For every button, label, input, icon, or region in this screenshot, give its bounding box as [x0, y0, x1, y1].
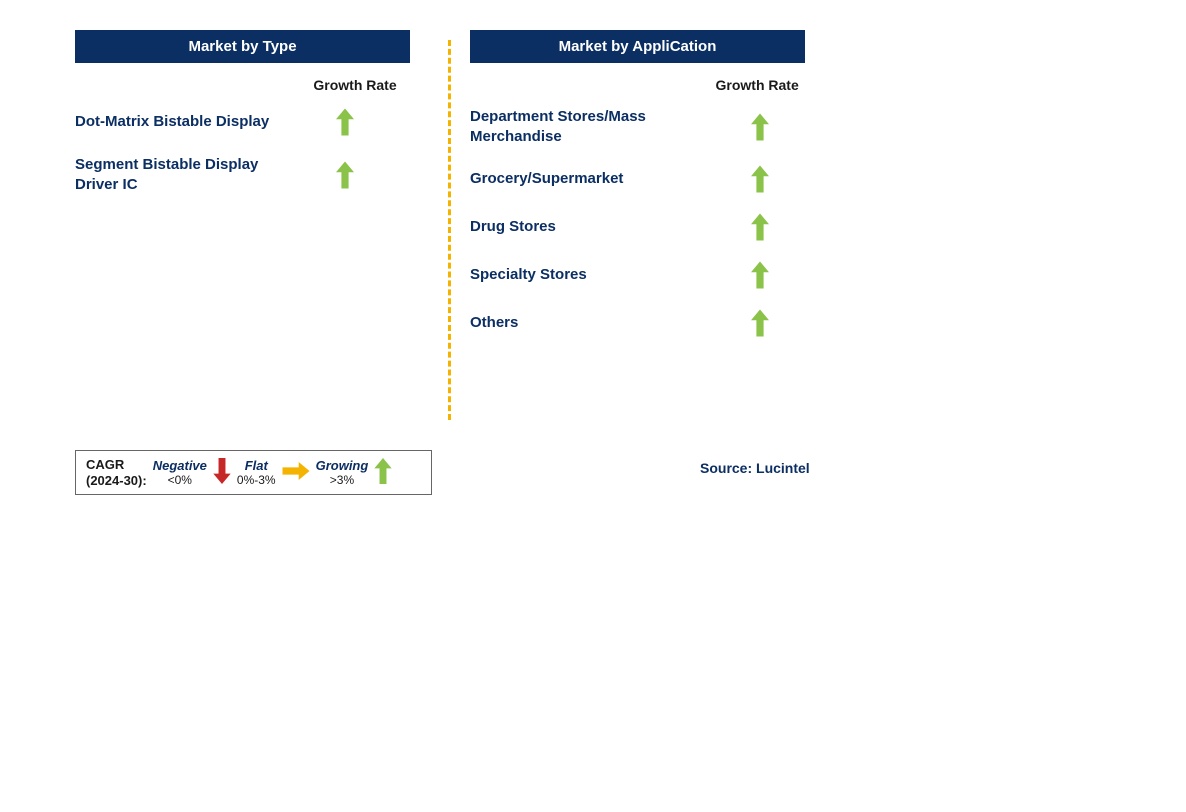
segment-row: Department Stores/Mass Merchandise	[470, 107, 805, 146]
legend-growing-label: Growing	[316, 458, 369, 473]
segment-label: Others	[470, 313, 720, 333]
growth-arrow-icon	[720, 164, 800, 194]
legend-flat-label: Flat	[245, 458, 268, 473]
market-by-application-panel: Market by AppliCation Growth Rate Depart…	[470, 30, 805, 356]
growth-rate-header-right: Growth Rate	[709, 77, 805, 93]
market-by-type-panel: Market by Type Growth Rate Dot-Matrix Bi…	[75, 30, 410, 212]
type-header: Market by Type	[75, 30, 410, 63]
legend-negative-value: <0%	[168, 473, 192, 487]
segment-row: Dot-Matrix Bistable Display	[75, 107, 410, 137]
segment-row: Grocery/Supermarket	[470, 164, 805, 194]
legend-flat-value: 0%-3%	[237, 473, 276, 487]
legend-growing-value: >3%	[330, 473, 354, 487]
arrow-down-icon	[213, 458, 231, 487]
segment-row: Others	[470, 308, 805, 338]
segment-row: Segment Bistable Display Driver IC	[75, 155, 410, 194]
cagr-legend: CAGR (2024-30): Negative <0% Flat 0%-3% …	[75, 450, 432, 495]
growth-arrow-icon	[720, 260, 800, 290]
application-header: Market by AppliCation	[470, 30, 805, 63]
arrow-right-icon	[282, 462, 310, 483]
cagr-label: CAGR (2024-30):	[86, 457, 147, 488]
growth-arrow-icon	[305, 107, 385, 137]
legend-negative-label: Negative	[153, 458, 207, 473]
segment-row: Drug Stores	[470, 212, 805, 242]
growth-rate-header-left: Growth Rate	[305, 77, 405, 93]
segment-label: Specialty Stores	[470, 265, 720, 285]
growth-arrow-icon	[720, 112, 800, 142]
growth-arrow-icon	[720, 308, 800, 338]
arrow-up-icon	[374, 458, 392, 487]
growth-arrow-icon	[305, 160, 385, 190]
growth-arrow-icon	[720, 212, 800, 242]
source-label: Source: Lucintel	[700, 460, 810, 476]
segment-label: Segment Bistable Display Driver IC	[75, 155, 305, 194]
segment-label: Dot-Matrix Bistable Display	[75, 112, 305, 132]
segment-row: Specialty Stores	[470, 260, 805, 290]
segment-label: Drug Stores	[470, 217, 720, 237]
segment-label: Grocery/Supermarket	[470, 169, 720, 189]
vertical-divider	[448, 40, 451, 420]
segment-label: Department Stores/Mass Merchandise	[470, 107, 720, 146]
